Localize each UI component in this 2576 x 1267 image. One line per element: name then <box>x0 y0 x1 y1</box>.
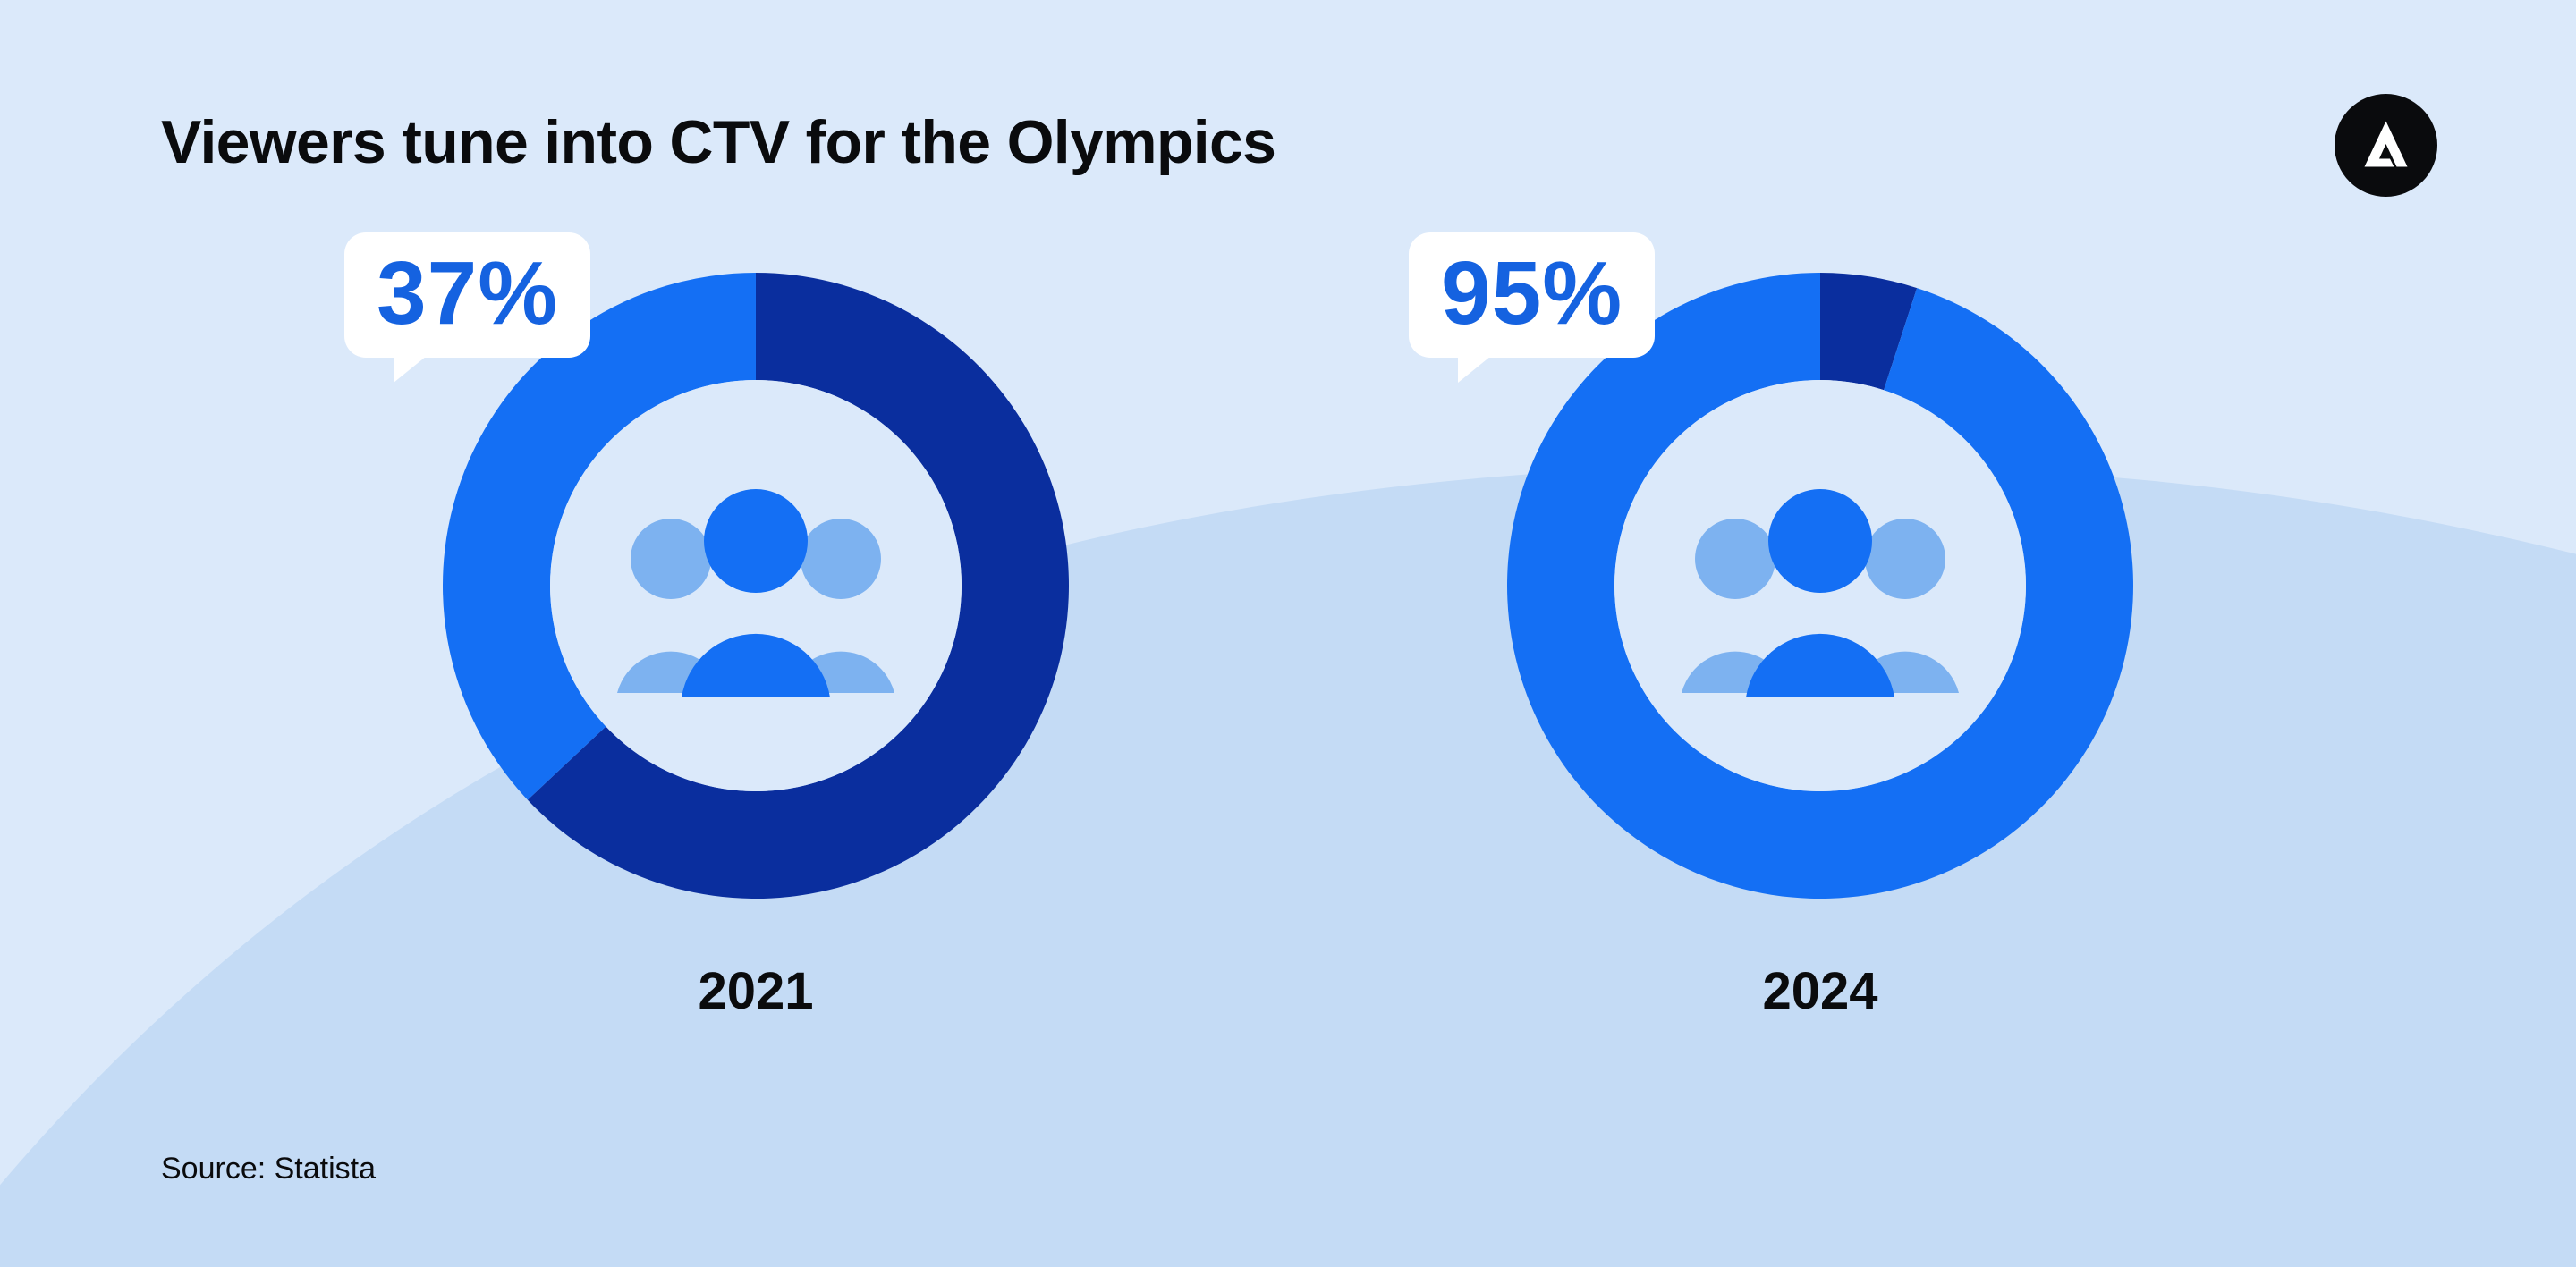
percent-callout: 37% <box>344 232 590 358</box>
donut-chart-2024: 95% 2024 <box>1507 273 2133 1021</box>
year-label: 2021 <box>698 961 813 1021</box>
brand-logo-glyph-icon <box>2352 112 2419 179</box>
people-icon <box>1673 474 1968 697</box>
source-attribution: Source: Statista <box>161 1152 376 1187</box>
page-title: Viewers tune into CTV for the Olympics <box>161 107 1275 177</box>
donut-chart-2021: 37% 2021 <box>443 273 1069 1021</box>
people-icon <box>608 474 903 697</box>
infographic-canvas: Viewers tune into CTV for the Olympics 3… <box>0 0 2576 1267</box>
year-label: 2024 <box>1762 961 1877 1021</box>
percent-callout: 95% <box>1409 232 1655 358</box>
charts-row: 37% 2021 95% 2024 <box>0 273 2576 1021</box>
donut-wrap: 95% <box>1507 273 2133 899</box>
brand-logo <box>2334 94 2437 197</box>
donut-wrap: 37% <box>443 273 1069 899</box>
